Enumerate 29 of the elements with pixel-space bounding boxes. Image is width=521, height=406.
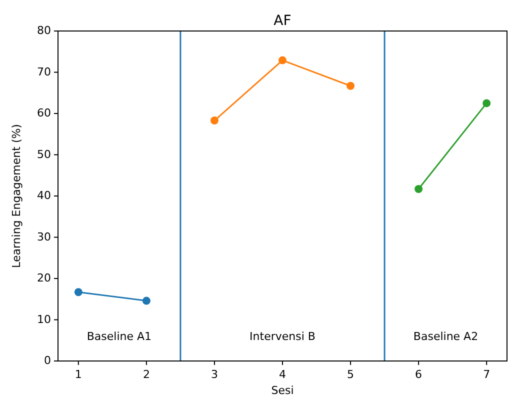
annotation: Baseline A2 xyxy=(413,330,478,344)
annotation: Intervensi B xyxy=(250,330,316,344)
x-axis-title: Sesi xyxy=(271,384,294,397)
annotation: Baseline A1 xyxy=(86,330,152,344)
x-tick-label: 5 xyxy=(347,368,354,381)
point xyxy=(482,99,491,108)
point xyxy=(414,184,423,193)
chart-title: AF xyxy=(274,13,292,29)
y-tick-label: 20 xyxy=(37,272,51,285)
y-tick-label: 80 xyxy=(37,24,51,38)
point xyxy=(210,116,218,125)
point xyxy=(142,296,150,305)
y-tick-label: 70 xyxy=(37,65,51,78)
y-axis-title: Learning Engagement (%) xyxy=(10,124,23,268)
y-tick-label: 40 xyxy=(37,189,51,202)
x-tick-label: 6 xyxy=(415,368,422,381)
point xyxy=(346,82,355,90)
point xyxy=(278,56,286,64)
x-tick-label: 3 xyxy=(210,368,218,381)
y-tick-label: 30 xyxy=(37,230,51,244)
x-tick-label: 1 xyxy=(74,368,82,381)
y-tick-label: 10 xyxy=(37,312,51,326)
x-tick-label: 4 xyxy=(279,368,286,381)
y-tick-label: 60 xyxy=(37,106,51,120)
x-tick-label: 2 xyxy=(142,368,150,381)
x-tick-label: 7 xyxy=(483,368,490,381)
point xyxy=(74,288,82,296)
y-tick-label: 0 xyxy=(44,354,51,368)
y-tick-label: 50 xyxy=(37,148,51,161)
